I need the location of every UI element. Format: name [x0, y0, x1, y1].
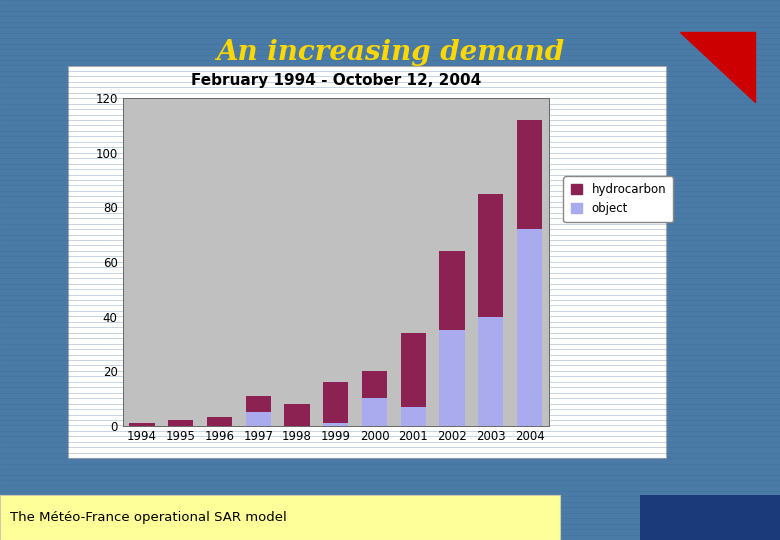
Bar [439, 330, 465, 426]
Bar [323, 423, 349, 426]
Bar [285, 404, 310, 426]
Text: The Météo-France operational SAR model: The Météo-France operational SAR model [10, 511, 287, 524]
Title: February 1994 - October 12, 2004: February 1994 - October 12, 2004 [190, 72, 481, 87]
Bar [439, 251, 465, 330]
Bar [0, 495, 560, 540]
Bar [323, 382, 349, 423]
Bar [640, 495, 780, 540]
Bar [246, 412, 271, 426]
Bar [517, 120, 542, 230]
Bar [478, 316, 503, 426]
Bar [362, 399, 387, 426]
Bar [401, 407, 426, 426]
Text: An increasing demand: An increasing demand [216, 38, 564, 65]
Legend: hydrocarbon, object: hydrocarbon, object [563, 176, 673, 222]
Bar [207, 417, 232, 426]
Bar [517, 230, 542, 426]
Bar [168, 420, 193, 426]
Bar [362, 371, 387, 399]
Bar [246, 396, 271, 412]
Polygon shape [680, 32, 755, 102]
Bar [129, 423, 154, 426]
Bar [68, 66, 666, 458]
Bar [401, 333, 426, 407]
Bar [478, 194, 503, 316]
